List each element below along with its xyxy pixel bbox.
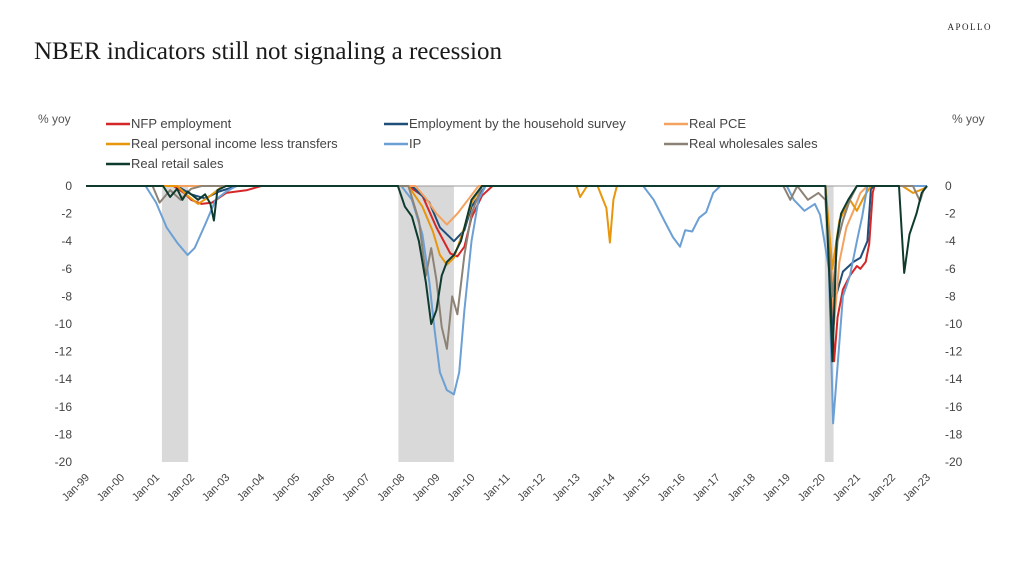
y-tick-right: -14 [945, 372, 963, 386]
x-tick-label: Jan-08 [375, 472, 407, 504]
y-tick-right: -18 [945, 427, 963, 441]
x-tick-label: Jan-03 [200, 472, 232, 504]
legend: NFP employment Employment by the househol… [106, 116, 818, 171]
recession-band [824, 186, 834, 462]
series-line [86, 185, 928, 363]
y-tick-left: -10 [55, 317, 73, 331]
y-tick-left: -8 [61, 289, 72, 303]
y-tick-right: -6 [945, 262, 956, 276]
x-tick-label: Jan-05 [270, 472, 302, 504]
y-tick-left: 0 [65, 179, 72, 193]
y-tick-left: -18 [55, 427, 73, 441]
series-lines [86, 185, 928, 425]
legend-label: Employment by the household survey [409, 116, 626, 131]
y-tick-left: -16 [55, 400, 73, 414]
x-tick-label: Jan-19 [761, 472, 793, 504]
series-line [86, 185, 928, 270]
x-tick-label: Jan-02 [165, 472, 197, 504]
x-tick-label: Jan-00 [95, 472, 127, 504]
x-tick-label: Jan-99 [60, 472, 92, 504]
x-tick-label: Jan-09 [410, 472, 442, 504]
x-tick-label: Jan-10 [445, 472, 477, 504]
y-tick-right: -16 [945, 400, 963, 414]
x-tick-label: Jan-01 [130, 472, 162, 504]
recession-band [398, 186, 454, 462]
y-tick-right: -4 [945, 234, 956, 248]
legend-label: Real retail sales [131, 156, 224, 171]
legend-label: Real PCE [689, 116, 746, 131]
y-tick-right: 0 [945, 179, 952, 193]
x-tick-label: Jan-07 [340, 472, 372, 504]
y-tick-left: -4 [61, 234, 72, 248]
y-tick-right: -8 [945, 289, 956, 303]
series-line [86, 185, 927, 332]
y-tick-right: -2 [945, 207, 956, 221]
x-tick-label: Jan-20 [796, 472, 828, 504]
chart-title: NBER indicators still not signaling a re… [34, 38, 502, 65]
x-tick-label: Jan-14 [585, 472, 617, 504]
y-tick-left: -20 [55, 455, 73, 469]
y-tick-right: -20 [945, 455, 963, 469]
legend-label: IP [409, 136, 421, 151]
y-tick-left: -12 [55, 345, 73, 359]
x-tick-label: Jan-16 [656, 472, 688, 504]
x-tick-label: Jan-12 [515, 472, 547, 504]
x-tick-label: Jan-15 [621, 472, 653, 504]
x-tick-label: Jan-17 [691, 472, 723, 504]
x-tick-label: Jan-04 [235, 472, 267, 504]
y-tick-right: -10 [945, 317, 963, 331]
recession-shading [161, 186, 834, 462]
x-tick-label: Jan-21 [831, 472, 863, 504]
x-tick-label: Jan-23 [901, 472, 933, 504]
series-line [86, 185, 927, 425]
y-tick-left: -14 [55, 372, 73, 386]
y-axis-label-right: % yoy [952, 112, 985, 126]
recession-band [161, 186, 189, 462]
x-tick-label: Jan-06 [305, 472, 337, 504]
legend-label: NFP employment [131, 116, 232, 131]
series-line [86, 185, 928, 350]
y-axis-label-left: % yoy [38, 112, 71, 126]
y-tick-left: -6 [61, 262, 72, 276]
brand-logo: APOLLO [947, 22, 992, 32]
x-tick-label: Jan-13 [550, 472, 582, 504]
x-tick-label: Jan-22 [866, 472, 898, 504]
legend-label: Real personal income less transfers [131, 136, 338, 151]
legend-label: Real wholesales sales [689, 136, 818, 151]
x-tick-label: Jan-18 [726, 472, 758, 504]
y-tick-right: -12 [945, 345, 963, 359]
y-tick-left: -2 [61, 207, 72, 221]
x-tick-label: Jan-11 [481, 472, 513, 504]
